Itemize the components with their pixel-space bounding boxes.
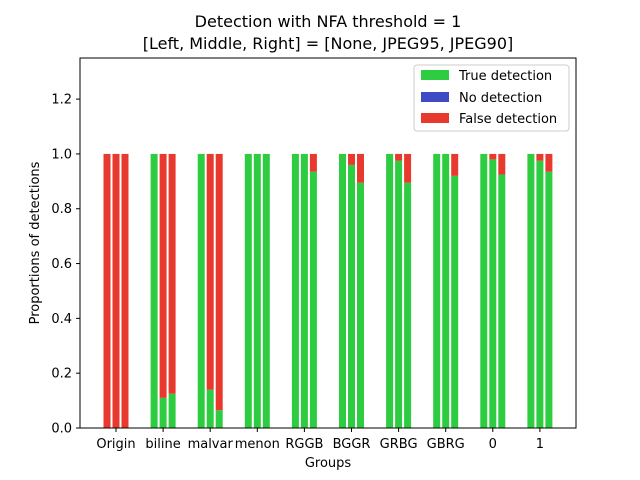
bar-origin-jpeg90-false-detection	[121, 153, 129, 429]
bar-rggb-jpeg90-false-detection	[309, 153, 317, 172]
bar-1-jpeg95-false-detection	[536, 153, 544, 161]
y-tick-label: 0.8	[51, 202, 72, 217]
legend-swatch-no-detection	[421, 92, 449, 102]
legend-label-no-detection: No detection	[459, 91, 542, 106]
bar-bggr-jpeg95-true-detection	[348, 164, 355, 428]
legend-label-true-detection: True detection	[458, 69, 552, 84]
y-tick-label: 0.6	[51, 257, 72, 272]
bar-bggr-jpeg95-false-detection	[348, 153, 355, 165]
x-tick-label: menon	[235, 437, 280, 452]
bar-rggb-none-true-detection	[291, 153, 299, 429]
bar-malvar-jpeg95-true-detection	[206, 389, 214, 428]
bar-malvar-none-true-detection	[197, 153, 205, 429]
y-axis-label: Proportions of detections	[28, 161, 43, 324]
bar-menon-jpeg95-true-detection	[253, 153, 261, 429]
bar-origin-none-false-detection	[103, 153, 111, 429]
bar-grbg-jpeg90-true-detection	[404, 182, 412, 428]
bar-rggb-jpeg90-true-detection	[309, 171, 317, 429]
x-tick-label: biline	[145, 437, 180, 452]
y-ticks: 0.0 0.2 0.4 0.6 0.8 1.0 1.2	[51, 93, 80, 437]
bar-biline-jpeg95-false-detection	[159, 153, 167, 398]
bar-gbrg-jpeg95-true-detection	[442, 153, 450, 429]
x-tick-label: 0	[489, 437, 497, 452]
bar-malvar-jpeg90-false-detection	[215, 153, 223, 411]
bar-bggr-jpeg90-false-detection	[357, 153, 364, 183]
bar-gbrg-none-true-detection	[433, 153, 441, 429]
bar-biline-jpeg90-true-detection	[168, 393, 176, 428]
bar-1-jpeg90-true-detection	[545, 171, 553, 429]
x-ticks: Origin biline malvar menon RGGB BGGR GRBG GBRG 0…	[96, 428, 544, 452]
legend: True detection No detection False detect…	[413, 64, 570, 132]
x-tick-label: BGGR	[333, 437, 371, 452]
y-tick-label: 0.4	[51, 312, 72, 327]
bar-origin-jpeg95-false-detection	[112, 153, 120, 429]
legend-swatch-true-detection	[421, 70, 449, 80]
bar-biline-none-true-detection	[150, 153, 158, 429]
bar-grbg-jpeg95-true-detection	[395, 160, 403, 428]
axes-frame	[79, 57, 577, 429]
bar-grbg-jpeg95-false-detection	[395, 153, 403, 161]
x-tick-label: malvar	[188, 437, 234, 452]
bars-layer	[103, 153, 553, 429]
chart-title-line-2: [Left, Middle, Right] = [None, JPEG95, J…	[143, 34, 514, 53]
bar-biline-jpeg90-false-detection	[168, 153, 176, 394]
y-tick-label: 0.2	[51, 367, 72, 382]
bar-0-jpeg95-true-detection	[489, 159, 497, 428]
bar-grbg-jpeg90-false-detection	[404, 153, 412, 183]
bar-bggr-jpeg90-true-detection	[357, 182, 364, 428]
bar-0-none-true-detection	[480, 153, 488, 429]
bar-menon-jpeg90-true-detection	[262, 153, 270, 429]
bar-0-jpeg95-false-detection	[489, 153, 497, 160]
x-tick-label: 1	[536, 437, 544, 452]
bar-malvar-jpeg90-true-detection	[215, 410, 223, 428]
x-axis-label: Groups	[305, 456, 352, 471]
bar-0-jpeg90-true-detection	[498, 174, 506, 428]
legend-swatch-false-detection	[421, 113, 449, 123]
x-tick-label: GRBG	[380, 437, 418, 452]
bar-malvar-jpeg95-false-detection	[206, 153, 214, 390]
bar-menon-none-true-detection	[244, 153, 252, 429]
legend-box	[413, 64, 570, 132]
bar-gbrg-jpeg90-false-detection	[451, 153, 459, 176]
y-tick-label: 1.0	[51, 147, 72, 162]
bar-gbrg-jpeg90-true-detection	[451, 175, 459, 428]
bar-bggr-none-true-detection	[339, 153, 346, 429]
x-tick-label: GBRG	[427, 437, 465, 452]
bar-biline-jpeg95-true-detection	[159, 397, 167, 428]
bar-1-none-true-detection	[527, 153, 535, 429]
bar-grbg-none-true-detection	[386, 153, 394, 429]
y-tick-label: 1.2	[51, 93, 72, 108]
x-tick-label: RGGB	[285, 437, 323, 452]
legend-label-false-detection: False detection	[459, 112, 557, 127]
chart-title-line-1: Detection with NFA threshold = 1	[195, 12, 462, 31]
bar-0-jpeg90-false-detection	[498, 153, 506, 175]
bar-1-jpeg90-false-detection	[545, 153, 553, 172]
bar-rggb-jpeg95-true-detection	[300, 153, 308, 429]
y-tick-label: 0.0	[51, 422, 72, 437]
bar-1-jpeg95-true-detection	[536, 160, 544, 428]
x-tick-label: Origin	[96, 437, 135, 452]
